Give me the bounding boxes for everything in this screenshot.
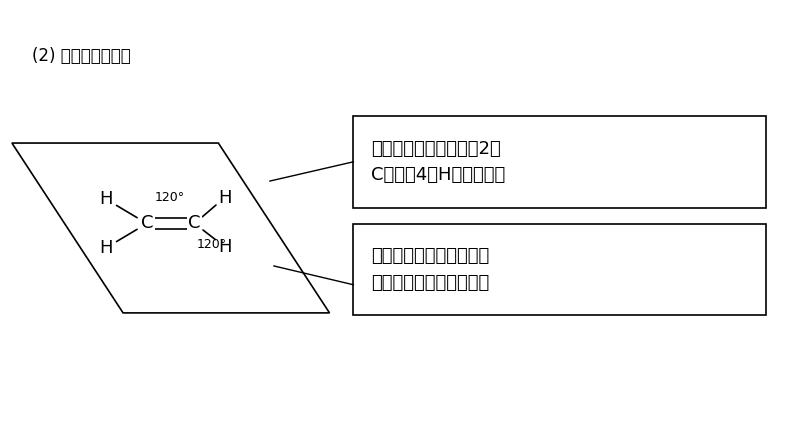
- Text: C: C: [188, 215, 201, 232]
- Text: H: H: [98, 190, 113, 208]
- Text: 乙烯的结构是平面形，2个
C原子和4个H原子共平面: 乙烯的结构是平面形，2个 C原子和4个H原子共平面: [371, 140, 505, 184]
- Bar: [353, 116, 766, 208]
- Polygon shape: [12, 143, 330, 313]
- Text: C: C: [141, 215, 153, 232]
- Text: (2) 乙烯的空间构型: (2) 乙烯的空间构型: [32, 47, 130, 65]
- Text: 120°: 120°: [197, 238, 227, 251]
- Bar: [353, 224, 766, 315]
- Text: H: H: [218, 238, 232, 256]
- Text: H: H: [218, 189, 232, 207]
- Text: H: H: [98, 239, 113, 257]
- Text: 120°: 120°: [155, 191, 185, 204]
- Text: 直接连在双键碳上的原子
和两个双键碳原子共平面: 直接连在双键碳上的原子 和两个双键碳原子共平面: [371, 247, 489, 291]
